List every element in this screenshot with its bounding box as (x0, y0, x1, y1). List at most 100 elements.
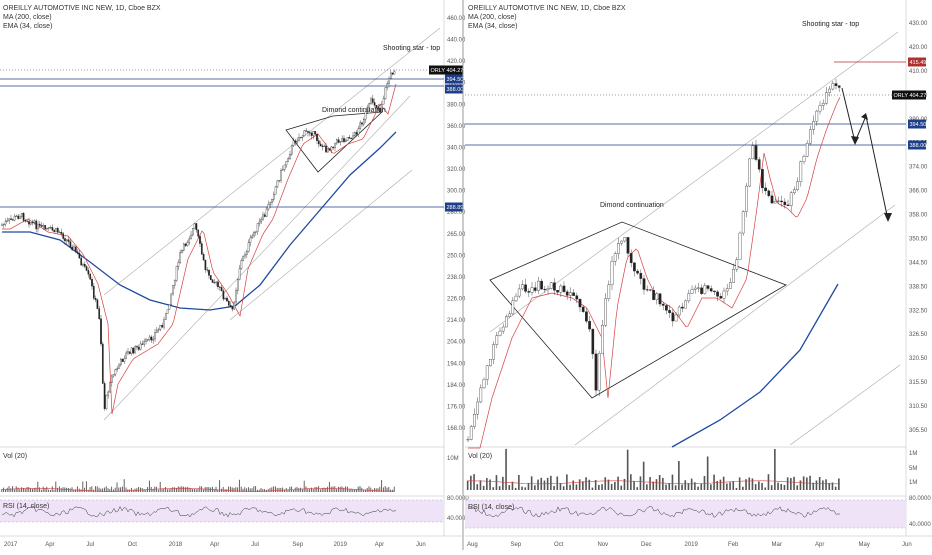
price-tag-value: 388.00 (910, 143, 927, 149)
right-channel-lower-2 (789, 364, 901, 446)
candle (485, 364, 489, 385)
candle (110, 374, 113, 387)
right-ma-200-line (671, 283, 839, 448)
volume-bar (482, 485, 485, 490)
candle (495, 331, 499, 349)
left-ma-200-line (2, 131, 397, 311)
left-time-ticks: 2017 Apr Jul Oct 2018 Apr Jul Sep 2019 Apr Jun (4, 542, 426, 548)
left-annotation-diamond: Dimond continuation (322, 107, 386, 114)
candle (375, 104, 378, 111)
candle (224, 297, 227, 300)
price-tag-value: 394.50 (910, 122, 927, 128)
volume-bar (508, 485, 511, 490)
volume-bar (242, 488, 244, 492)
volume-bar (100, 488, 102, 492)
candle (15, 214, 18, 217)
candle (514, 293, 518, 303)
volume-bar (363, 489, 365, 492)
candle (328, 148, 331, 152)
volume-bar (44, 488, 46, 492)
candle (575, 292, 579, 304)
volume-bar (330, 486, 332, 492)
volume-bar (278, 487, 280, 492)
volume-bar (39, 487, 41, 492)
candle (127, 347, 129, 356)
volume-bar (646, 484, 648, 490)
price-tag-value: 388.00 (447, 87, 464, 93)
candle (604, 293, 607, 328)
volume-bar (303, 480, 305, 492)
volume-bar (40, 489, 42, 492)
candle (725, 283, 729, 296)
time-tick-label: Jul (86, 542, 94, 548)
candle (193, 222, 196, 230)
candle (362, 117, 365, 127)
candle (326, 148, 329, 153)
arrow-head-2 (861, 113, 868, 120)
candle (353, 131, 356, 138)
volume-bar (73, 489, 75, 492)
candle (222, 288, 225, 302)
right-candles (466, 78, 841, 443)
price-tick-label: 310.50 (909, 404, 928, 410)
candle (287, 156, 290, 162)
volume-bar (67, 487, 69, 492)
volume-bar (28, 487, 30, 492)
candle (35, 219, 38, 233)
candle (199, 233, 201, 247)
price-tick-label: 238.00 (447, 275, 466, 281)
volume-bar (370, 487, 372, 492)
candle (796, 177, 799, 192)
volume-bar (112, 489, 114, 492)
candle (317, 137, 320, 148)
candle (80, 255, 83, 266)
candle (247, 239, 250, 253)
candle (690, 285, 694, 294)
volume-bar (13, 489, 15, 492)
candle (202, 252, 205, 261)
price-tag-value: 404.27 (910, 93, 927, 99)
volume-bar (19, 489, 21, 492)
candle (191, 227, 194, 237)
volume-bar (466, 480, 469, 490)
volume-bar (312, 489, 314, 492)
candle (533, 281, 537, 293)
candle (359, 120, 362, 130)
candle (793, 186, 796, 195)
price-tick-label: 226.00 (447, 297, 466, 303)
volume-bar (31, 488, 33, 492)
volume-bar (652, 481, 655, 490)
right-projection-path (841, 87, 889, 221)
candle (314, 131, 317, 135)
volume-bar (107, 488, 109, 492)
volume-bar (339, 486, 341, 492)
arrow-head-3 (884, 213, 892, 222)
time-tick-label: Dec (641, 542, 652, 548)
volume-bar (729, 482, 731, 490)
volume-bar (188, 487, 190, 492)
volume-bar (215, 486, 217, 492)
candle (164, 313, 167, 320)
candle (709, 285, 713, 293)
volume-bar (572, 480, 575, 490)
left-price-tags: ORLY 404.27 394.50 388.00 288.89 (429, 65, 464, 212)
volume-bar (562, 486, 565, 490)
volume-bar (742, 486, 744, 490)
candle (298, 133, 300, 142)
volume-bar (1, 489, 3, 492)
candle (620, 240, 623, 246)
candle (732, 263, 735, 283)
candle (116, 365, 119, 372)
price-tag-value: 415.49 (910, 60, 927, 66)
volume-bar (42, 486, 44, 492)
candle (361, 121, 363, 127)
candle (812, 115, 815, 135)
candle (217, 279, 219, 290)
volume-bar (152, 489, 154, 492)
volume-bar (802, 476, 805, 490)
candle (668, 305, 671, 318)
candle (278, 180, 281, 183)
volume-bar (726, 483, 728, 490)
volume-bar (123, 479, 125, 492)
candle (344, 138, 347, 143)
